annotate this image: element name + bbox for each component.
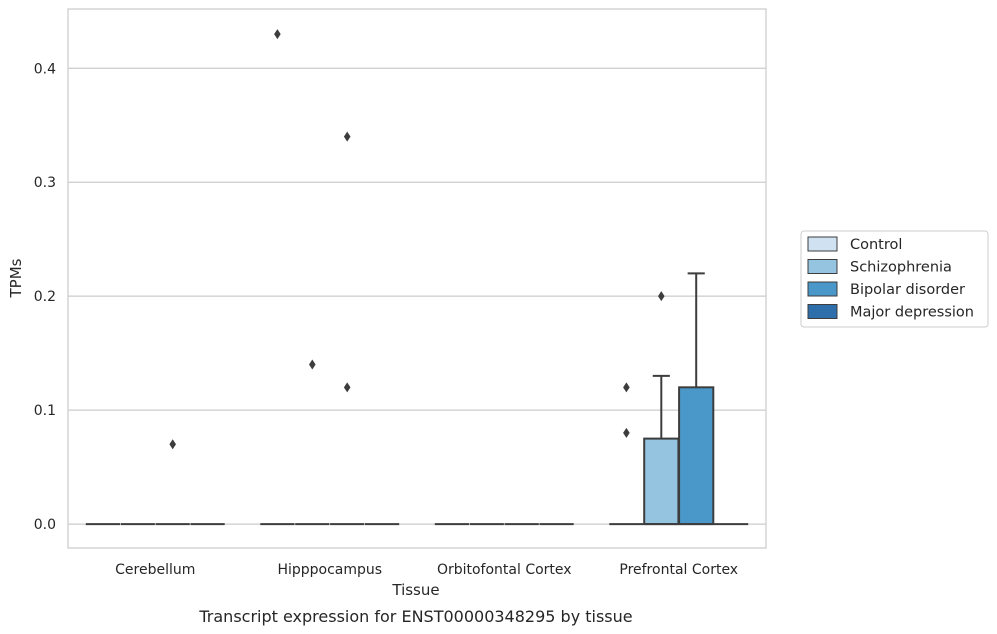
box bbox=[155, 439, 190, 526]
legend-label: Bipolar disorder bbox=[850, 282, 965, 298]
x-tick-label: Prefrontal Cortex bbox=[619, 562, 738, 578]
legend-swatch bbox=[807, 236, 838, 252]
legend-label: Schizophrenia bbox=[850, 260, 952, 276]
box bbox=[330, 131, 365, 526]
legend-frame bbox=[800, 230, 989, 328]
y-tick-label: 0.0 bbox=[34, 517, 56, 533]
outlier-point bbox=[623, 427, 630, 438]
box-series bbox=[85, 29, 749, 526]
box bbox=[260, 29, 295, 526]
box-body bbox=[643, 437, 680, 526]
legend-swatch bbox=[807, 304, 838, 319]
box bbox=[609, 382, 644, 526]
outlier-point bbox=[343, 131, 351, 142]
outlier-point bbox=[274, 29, 281, 40]
box bbox=[678, 272, 715, 526]
y-tick-label: 0.2 bbox=[34, 289, 56, 305]
box bbox=[295, 359, 330, 526]
legend-label: Control bbox=[850, 237, 902, 253]
legend-items: Control Schizophrenia Bipolar disorder Majo… bbox=[807, 236, 974, 321]
legend-swatch bbox=[807, 281, 838, 297]
x-tick-label: Cerebellum bbox=[115, 562, 195, 578]
outlier-point bbox=[169, 439, 176, 450]
chart-caption: Transcript expression for ENST0000034829… bbox=[198, 607, 632, 626]
x-tick-labels: Cerebellum Hipppocampus Orbitofontal Corte… bbox=[115, 562, 738, 578]
plot-frame bbox=[67, 8, 767, 549]
box bbox=[643, 291, 680, 526]
outlier-point bbox=[309, 359, 316, 370]
legend: Control Schizophrenia Bipolar disorder Majo… bbox=[800, 230, 989, 328]
outlier-point bbox=[623, 382, 630, 393]
y-tick-label: 0.3 bbox=[34, 175, 56, 191]
legend-swatch bbox=[807, 259, 838, 274]
y-tick-labels: 0.0 0.1 0.2 0.3 0.4 bbox=[34, 61, 56, 533]
legend-label: Major depression bbox=[850, 305, 974, 321]
box-body bbox=[678, 386, 715, 526]
x-tick-label: Hipppocampus bbox=[277, 562, 382, 578]
y-tick-label: 0.4 bbox=[34, 61, 56, 77]
x-tick-label: Orbitofontal Cortex bbox=[437, 562, 572, 578]
y-tick-label: 0.1 bbox=[34, 403, 56, 419]
x-axis-label: Tissue bbox=[391, 581, 439, 599]
outlier-point bbox=[658, 291, 665, 302]
y-axis-label: TPMs bbox=[7, 258, 25, 298]
outlier-point bbox=[343, 382, 351, 393]
